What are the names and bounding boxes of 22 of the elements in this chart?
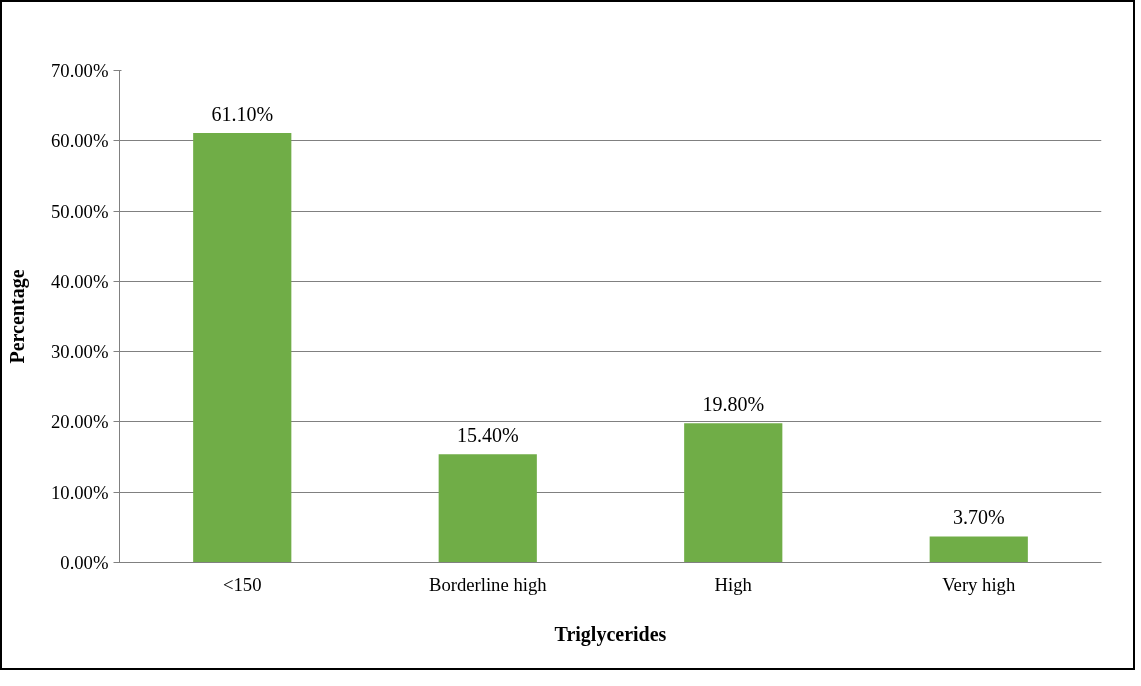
y-tick-label: 60.00% bbox=[50, 130, 109, 152]
x-tick-label: Borderline high bbox=[428, 573, 548, 595]
bar bbox=[684, 423, 783, 563]
y-axis-title: Percentage bbox=[5, 269, 29, 364]
data-label: 61.10% bbox=[211, 103, 274, 126]
y-tick-label: 0.00% bbox=[60, 552, 109, 573]
x-tick-label: <150 bbox=[223, 573, 262, 595]
x-axis-title: Triglycerides bbox=[554, 622, 667, 646]
y-tick-label: 10.00% bbox=[50, 481, 109, 503]
data-label: 15.40% bbox=[456, 424, 519, 447]
x-tick-label: Very high bbox=[942, 573, 1016, 595]
bar bbox=[929, 536, 1028, 563]
y-tick-label: 20.00% bbox=[50, 411, 109, 433]
bar bbox=[438, 454, 537, 563]
bar bbox=[193, 133, 292, 563]
data-label: 19.80% bbox=[702, 393, 765, 416]
y-tick-label: 40.00% bbox=[50, 270, 109, 292]
y-tick-label: 70.00% bbox=[50, 60, 109, 81]
y-tick-label: 30.00% bbox=[50, 341, 109, 363]
data-label: 3.70% bbox=[952, 506, 1005, 529]
x-tick-label: High bbox=[714, 573, 753, 595]
y-tick-label: 50.00% bbox=[50, 200, 109, 222]
